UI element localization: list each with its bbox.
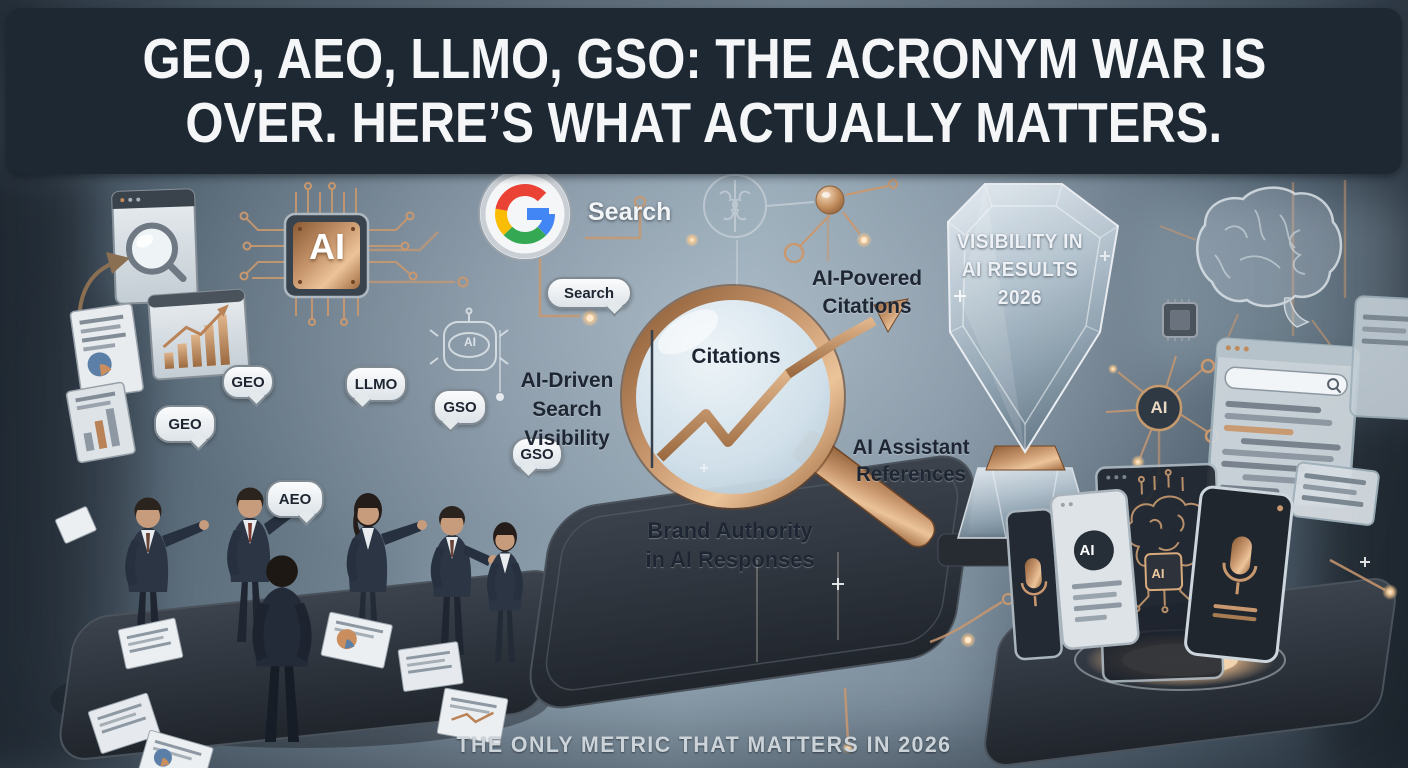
trophy-line: VISIBILITY IN [956,231,1084,253]
tablet-mic [1184,485,1294,664]
ai-sketch-icon [429,307,509,371]
footer-caption: THE ONLY METRIC THAT MATTERS IN 2026 [456,732,952,757]
speech-bubble-geo-upper: GEO [222,365,274,399]
ai-device-card [1049,488,1140,650]
scattered-papers [55,506,509,768]
circuit-nodes [457,196,1398,754]
trophy-engraving: VISIBILITY IN AI RESULTS 2026 [938,228,1101,312]
ai-hologram-label: AI [1151,566,1165,581]
curved-arrow-head [106,252,130,274]
ai-node-label: AI [1150,398,1168,417]
browser-window-edge [1349,295,1408,421]
ai-chip [239,182,418,326]
label-line: Visibility [524,426,610,450]
label-line: Citations [822,294,912,318]
trophy-line: AI RESULTS [961,259,1079,281]
sparkles [700,464,1370,590]
label-line: AI-Povered [811,266,923,290]
document-card-pie [69,303,144,400]
trophy [937,183,1120,567]
speech-bubble-aeo: AEO [266,480,324,518]
mic-icon [1024,558,1042,589]
trophy-line: 2026 [997,287,1043,309]
mic-icon [1230,536,1252,575]
google-logo [478,167,572,261]
browser-window-magnifier [111,188,199,305]
speech-bubble-geo-lower: GEO [154,405,216,443]
ai-chip-label: AI [309,226,345,267]
magnifying-glass [620,284,936,548]
label-ai-driven-search-visibility: AI-Driven Search Visibility [505,366,629,453]
chart-card-small [65,381,136,464]
headline-line2: OVER. HERE’S WHAT ACTUALLY MATTERS. [185,91,1223,155]
label-line: Brand Authority [647,518,813,543]
search-speech-bubble: Search [546,277,632,309]
hanging-line-dot [496,393,504,401]
ai-card-label: AI [1079,542,1095,559]
google-search-label: Search [588,198,672,226]
label-line: in AI Responses [645,547,815,572]
chip-small-icon [1162,299,1198,341]
device-cluster [1005,462,1294,683]
label-brand-authority: Brand Authority in AI Responses [629,516,831,574]
label-line: AI-Driven [520,368,614,392]
chart-window-bars [147,288,251,381]
molecule-network [685,179,898,264]
speech-bubble-llmo: LLMO [345,366,407,402]
label-citations-in-lens: Citations [691,344,781,368]
search-icon [1327,378,1342,394]
label-line: References [856,463,966,486]
google-g-icon [495,184,556,245]
speech-bubble-gso-upper: GSO [433,389,487,425]
label-ai-powered-citations: AI-Povered Citations [786,264,949,320]
brain-node-sketch [703,174,815,300]
headline-line1: GEO, AEO, LLMO, GSO: THE ACRONYM WAR IS [142,27,1266,91]
label-line: AI Assistant [852,436,970,459]
label-ai-assistant-references: AI Assistant References [836,434,985,488]
note-card [1291,461,1380,526]
ai-sketch-label: AI [464,335,476,349]
speech-bubble-gso-lower: GSO [511,437,563,471]
headline-banner: GEO, AEO, LLMO, GSO: THE ACRONYM WAR IS … [6,8,1402,174]
people-group [125,487,523,742]
label-line: Search [532,397,602,421]
brain-glass [1159,186,1352,371]
